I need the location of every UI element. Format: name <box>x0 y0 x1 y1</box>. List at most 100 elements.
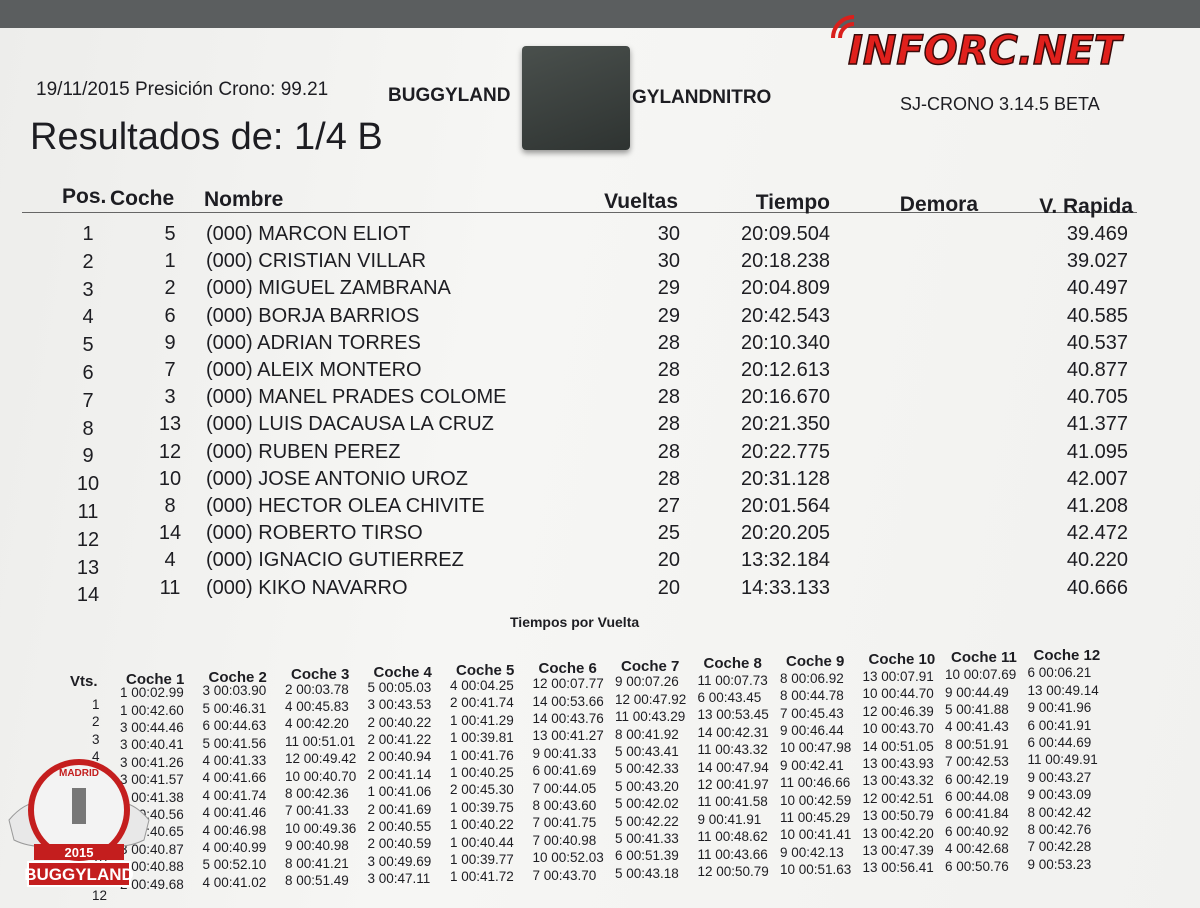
lap-cell: 5 00:42.02 <box>615 796 679 812</box>
badge-name: BUGGYLAND <box>24 865 134 884</box>
result-cell: 20:09.504 <box>741 223 830 245</box>
result-cell: 20:21.350 <box>741 413 830 436</box>
lap-cell: 11 00:46.66 <box>780 775 851 791</box>
lap-cell: 8 00:51.49 <box>285 873 349 888</box>
result-cell: 20:42.543 <box>741 304 830 327</box>
lap-column-header: Coche 9 <box>786 653 845 671</box>
result-cell: 20:12.613 <box>741 359 830 381</box>
lap-cell: 4 <box>92 749 100 765</box>
lap-cell: 14 00:43.76 <box>532 711 604 726</box>
result-cell: 2 <box>82 250 94 273</box>
lap-cell: 5 00:43.18 <box>615 865 679 881</box>
lap-cell: 5 00:43.20 <box>615 778 679 794</box>
lap-cell: 2 00:41.74 <box>450 695 514 711</box>
result-cell: 6 <box>164 304 176 327</box>
binder-clip <box>522 46 630 150</box>
software: SJ-CRONO 3.14.5 BETA <box>900 94 1100 114</box>
lap-cell: 6 00:51.39 <box>615 848 679 864</box>
result-cell: 28 <box>657 386 680 409</box>
lap-cell: 5 00:05.03 <box>367 679 432 695</box>
result-cell: 28 <box>657 331 680 354</box>
result-cell: 42.007 <box>1066 467 1128 490</box>
lap-cell: 3 00:41.26 <box>120 754 184 770</box>
result-cell: 9 <box>82 445 94 468</box>
lap-cell: 12 00:50.79 <box>697 864 769 879</box>
lap-cell: 11 00:51.01 <box>285 733 356 749</box>
result-cell: 41.095 <box>1066 440 1128 463</box>
result-cell: 40.220 <box>1066 549 1128 572</box>
result-cell: (000) IGNACIO GUTIERREZ <box>206 549 464 572</box>
lap-cell: 10 00:52.03 <box>532 850 604 866</box>
lap-cell: 9 00:41.96 <box>1027 700 1092 716</box>
lap-column-header: Coche 6 <box>538 659 597 677</box>
lap-cell: 6 00:44.69 <box>1027 735 1092 750</box>
result-cell: 30 <box>657 250 680 273</box>
lap-cell: 1 00:41.06 <box>367 784 432 800</box>
results-title: Resultados de: 1/4 B <box>30 116 383 158</box>
lap-cell: 11 00:45.29 <box>780 810 851 825</box>
lap-cell: 2 00:03.78 <box>285 681 349 697</box>
lap-cell: 6 00:41.69 <box>532 763 597 779</box>
result-cell: (000) ROBERTO TIRSO <box>206 522 423 545</box>
club-badge: MADRID 2015 BUGGYLAND <box>8 759 150 887</box>
lap-cell: 10 00:07.69 <box>945 667 1017 683</box>
lap-cell: 2 00:40.22 <box>367 714 432 730</box>
result-cell: (000) MARCON ELIOT <box>206 223 411 245</box>
lap-cell: 11 00:43.32 <box>697 742 768 758</box>
lap-cell: 3 00:47.11 <box>367 871 431 887</box>
result-cell: 20 <box>657 549 680 572</box>
result-cell: (000) BORJA BARRIOS <box>206 304 420 327</box>
header-rule <box>22 212 1137 213</box>
lap-cell: 2 00:40.59 <box>367 836 432 852</box>
result-cell: 7 <box>164 359 176 381</box>
lap-cell: 12 00:47.92 <box>615 691 687 707</box>
lap-cell: 10 00:49.36 <box>285 820 357 836</box>
result-cell: 3 <box>164 386 176 409</box>
lap-cell: 2 00:40.55 <box>367 819 432 834</box>
lap-cell: 10 00:47.98 <box>780 740 852 756</box>
lap-cell: 9 00:46.44 <box>780 723 844 738</box>
column-header: Vueltas <box>604 189 678 213</box>
lap-cell: 6 00:44.08 <box>945 789 1009 804</box>
lap-cell: 9 00:43.09 <box>1027 787 1092 803</box>
result-cell: 40.877 <box>1066 359 1128 381</box>
event-name: BUGGYLAND <box>388 85 511 106</box>
lap-cell: 4 00:45.83 <box>285 699 349 714</box>
result-cell: 27 <box>657 495 680 517</box>
lap-column-header: Coche 4 <box>373 664 432 682</box>
watermark-text: INFORC.NET <box>848 28 1124 74</box>
badge-band <box>34 844 124 860</box>
lap-cell: 10 00:40.70 <box>285 768 357 784</box>
lap-cell: 7 00:40.98 <box>532 832 597 848</box>
lap-cell: 8 00:51.91 <box>945 736 1009 752</box>
paper-sheet <box>0 28 1200 908</box>
lap-cell: 13 00:07.91 <box>862 669 934 684</box>
lap-cell: 10 00:44.70 <box>862 686 934 702</box>
lap-cell: 3 00:03.90 <box>202 683 267 699</box>
result-cell: (000) ALEIX MONTERO <box>206 359 422 381</box>
lap-column-header: Coche 7 <box>621 657 680 675</box>
lap-cell: 1 00:40.25 <box>450 765 514 780</box>
result-cell: 40.497 <box>1066 277 1128 300</box>
lap-column-header: Vts. <box>70 673 98 690</box>
lap-cell: 11 00:43.29 <box>615 709 686 725</box>
lap-cell: 3 00:41.57 <box>120 772 184 788</box>
result-cell: 14 <box>76 584 100 607</box>
lap-cell: 5 00:52.10 <box>202 857 267 873</box>
lap-cell: 2 00:40.88 <box>120 859 184 875</box>
lap-cell: 1 00:40.44 <box>450 834 514 850</box>
lap-column-header: Coche 12 <box>1033 646 1101 664</box>
result-cell: (000) KIKO NAVARRO <box>206 576 408 599</box>
result-cell: 20:16.670 <box>741 386 830 409</box>
lap-cell: 9 00:41.33 <box>532 745 597 761</box>
lap-cell: 8 00:42.36 <box>285 786 349 801</box>
lap-cell: 8 00:43.60 <box>532 798 597 813</box>
lap-cell: 12 00:42.51 <box>862 790 934 806</box>
lap-cell: 4 00:04.25 <box>450 678 514 693</box>
result-cell: (000) MANEL PRADES COLOME <box>206 386 507 409</box>
lap-cell: 9 00:40.98 <box>285 838 349 854</box>
result-cell: (000) ADRIAN TORRES <box>206 331 421 354</box>
result-cell: 28 <box>657 413 680 436</box>
lap-cell: 13 00:56.41 <box>862 860 934 876</box>
lap-cell: 1 00:39.81 <box>450 730 514 746</box>
